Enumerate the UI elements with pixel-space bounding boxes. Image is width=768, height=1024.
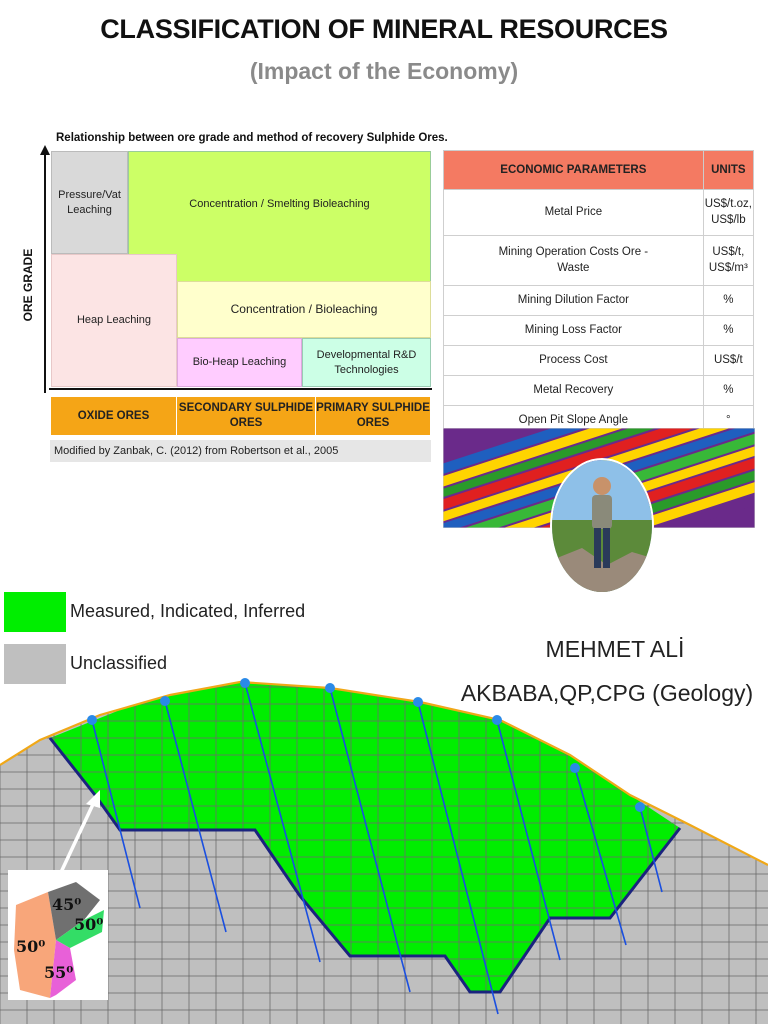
table-header-units: UNITS — [702, 150, 755, 190]
legend-label-unclassified: Unclassified — [70, 653, 168, 673]
slope-angle-label: 55⁰ — [44, 963, 73, 982]
ore-grade-arrow — [40, 145, 50, 393]
primary-sulphide-ores-label: PRIMARY SULPHIDE ORES — [316, 397, 431, 435]
legend-swatch-unclassified — [4, 644, 66, 684]
slope-angle-label: 50⁰ — [16, 937, 45, 956]
page-subtitle: (Impact of the Economy) — [249, 58, 519, 84]
secondary-sulphide-ores-label: SECONDARY SULPHIDE ORES — [177, 397, 316, 435]
table-row: Mining Dilution Factor% — [443, 285, 755, 316]
concentration-bioleaching-box: Concentration / Bioleaching — [177, 281, 431, 338]
bio-heap-leaching-box: Bio-Heap Leaching — [177, 338, 302, 387]
table-row: Metal Price US$/t.oz, US$/lb — [443, 189, 755, 236]
table-row: Mining Operation Costs Ore - Waste US$/t,… — [443, 235, 755, 286]
slope-angle-label: 45⁰ — [52, 895, 81, 914]
author-name: MEHMET ALİ — [545, 636, 685, 662]
slope-angle-label: 50⁰ — [74, 915, 103, 934]
x-axis-line — [49, 388, 432, 390]
concentration-smelting-box: Concentration / Smelting Bioleaching — [128, 151, 431, 297]
slope-angle-inset: 45⁰ 50⁰ 50⁰ 55⁰ — [8, 870, 108, 1000]
developmental-rd-box: Developmental R&D Technologies — [302, 338, 431, 387]
author-avatar — [550, 458, 654, 594]
pressure-vat-leaching-box: Pressure/Vat Leaching — [51, 151, 128, 254]
table-row: Process Cost US$/t — [443, 345, 755, 376]
heap-leaching-box: Heap Leaching — [51, 254, 177, 387]
page-title: CLASSIFICATION OF MINERAL RESOURCES — [100, 14, 668, 44]
table-header-parameters: ECONOMIC PARAMETERS — [443, 150, 704, 190]
economic-parameters-table: ECONOMIC PARAMETERS UNITS Metal Price US$… — [443, 150, 755, 436]
author-credentials: AKBABA,QP,CPG (Geology) — [460, 680, 754, 706]
table-row: Metal Recovery% — [443, 375, 755, 406]
legend-swatch-measured — [4, 592, 66, 632]
chart-source-note: Modified by Zanbak, C. (2012) from Rober… — [50, 440, 431, 462]
chart-caption: Relationship between ore grade and metho… — [56, 132, 448, 144]
legend-label-measured: Measured, Indicated, Inferred — [70, 601, 306, 621]
resource-cross-section — [0, 678, 768, 1024]
oxide-ores-label: OXIDE ORES — [51, 397, 177, 435]
table-row: Mining Loss Factor% — [443, 315, 755, 346]
